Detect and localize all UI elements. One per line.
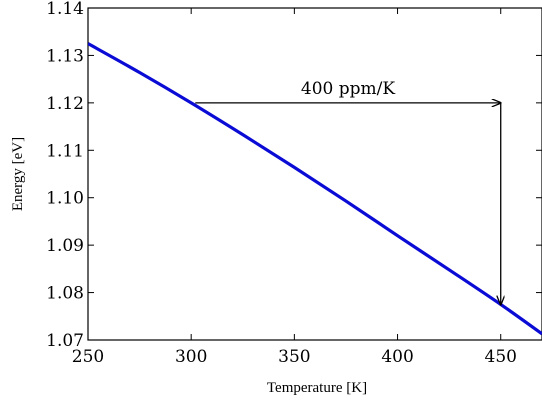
series-line-0 (88, 42, 542, 336)
plot-frame (87, 7, 542, 341)
data-series (88, 42, 542, 336)
y-tick-label: 1.10 (46, 189, 84, 209)
x-tick-label: 400 (381, 347, 413, 367)
y-tick-label: 1.08 (46, 284, 84, 304)
y-tick-label: 1.07 (46, 331, 84, 351)
y-tick-label: 1.12 (46, 94, 84, 114)
x-tick-label: 300 (175, 347, 207, 367)
x-tick-label: 350 (278, 347, 310, 367)
axis-tick-labels: 250 300 350 400 450 1.07 1.08 1.09 1.10 1.11 1.12 1… (46, 0, 517, 367)
axis-ticks (87, 7, 542, 341)
x-tick-label: 250 (72, 347, 104, 367)
y-tick-label: 1.11 (46, 141, 84, 161)
annotations: 400 ppm/K (195, 79, 500, 305)
x-axis-label: Temperature [K] (267, 380, 367, 396)
y-tick-label: 1.09 (46, 236, 84, 256)
y-axis-label: Energy [eV] (10, 137, 26, 211)
annotation-label: 400 ppm/K (301, 79, 395, 99)
y-tick-label: 1.14 (46, 0, 84, 19)
x-tick-label: 450 (485, 347, 517, 367)
y-tick-label: 1.13 (46, 46, 84, 66)
